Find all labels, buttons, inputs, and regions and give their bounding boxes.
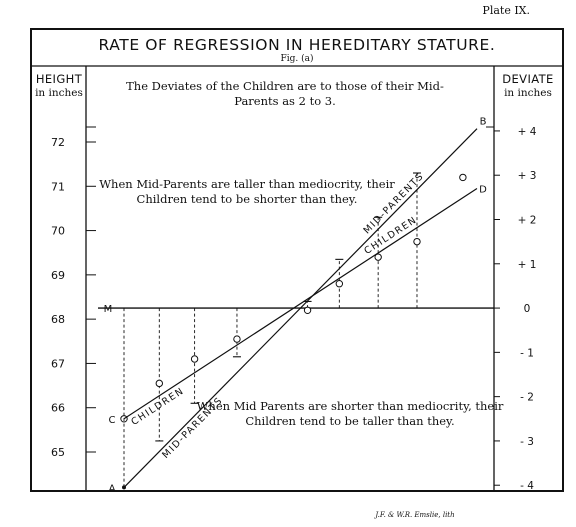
children-point bbox=[335, 280, 344, 288]
right-axis-header: DEVIATE in inches bbox=[494, 72, 562, 100]
left-tick-label: 69 bbox=[51, 269, 65, 282]
left-tick-label: 67 bbox=[51, 357, 65, 370]
right-axis-title: DEVIATE bbox=[502, 72, 554, 86]
children-point bbox=[459, 173, 467, 182]
right-tick-label: 0 bbox=[524, 303, 531, 315]
point-a-label: A bbox=[109, 483, 116, 494]
right-tick-label: + 1 bbox=[518, 259, 537, 271]
point-d-label: D bbox=[479, 185, 487, 196]
children-point bbox=[233, 335, 241, 343]
left-tick-label: 70 bbox=[51, 225, 65, 238]
children-point bbox=[155, 379, 164, 388]
left-axis-title: HEIGHT bbox=[35, 72, 83, 86]
right-tick-label: - 2 bbox=[520, 392, 534, 404]
children-point bbox=[303, 306, 312, 314]
left-tick-label: 66 bbox=[51, 402, 65, 415]
annotation-shorter: When Mid Parents are shorter than medioc… bbox=[196, 399, 504, 428]
right-tick-label: + 4 bbox=[518, 126, 537, 138]
left-axis-header: HEIGHT in inches bbox=[32, 72, 86, 100]
chart-title: RATE OF REGRESSION IN HEREDITARY STATURE… bbox=[98, 36, 496, 54]
lithographer-credit: J.F. & W.R. Emslie, lith bbox=[375, 511, 455, 519]
figure-label: Fig. (a) bbox=[280, 54, 314, 64]
right-tick-label: + 3 bbox=[518, 170, 537, 182]
mediocrity-label: M bbox=[104, 304, 113, 315]
left-axis-unit: in inches bbox=[35, 87, 83, 99]
children-point bbox=[190, 355, 199, 363]
figure-frame bbox=[30, 28, 564, 492]
mid-parents-line bbox=[123, 128, 478, 488]
annotation-taller: When Mid-Parents are taller than mediocr… bbox=[99, 177, 395, 206]
right-tick-label: - 3 bbox=[520, 436, 534, 448]
point-c-label: C bbox=[109, 415, 116, 426]
left-tick-label: 68 bbox=[51, 313, 65, 326]
right-axis-unit: in inches bbox=[504, 87, 552, 99]
point-b-label: B bbox=[480, 117, 487, 128]
mid-parents-start-marker bbox=[122, 485, 126, 490]
left-tick-label: 65 bbox=[51, 446, 65, 459]
left-tick-label: 71 bbox=[51, 180, 65, 193]
children-point bbox=[413, 237, 421, 246]
plate-label: Plate IX. bbox=[482, 4, 530, 17]
right-tick-label: - 4 bbox=[520, 480, 534, 492]
children-point bbox=[374, 253, 382, 261]
children-start-marker bbox=[120, 415, 128, 423]
right-tick-label: + 2 bbox=[518, 215, 537, 227]
left-tick-label: 72 bbox=[51, 136, 65, 149]
children-line bbox=[123, 187, 478, 420]
annotation-ratio: The Deviates of the Children are to thos… bbox=[126, 79, 444, 108]
right-tick-label: - 1 bbox=[520, 347, 534, 359]
children-label-lower: CHILDREN bbox=[129, 385, 186, 427]
